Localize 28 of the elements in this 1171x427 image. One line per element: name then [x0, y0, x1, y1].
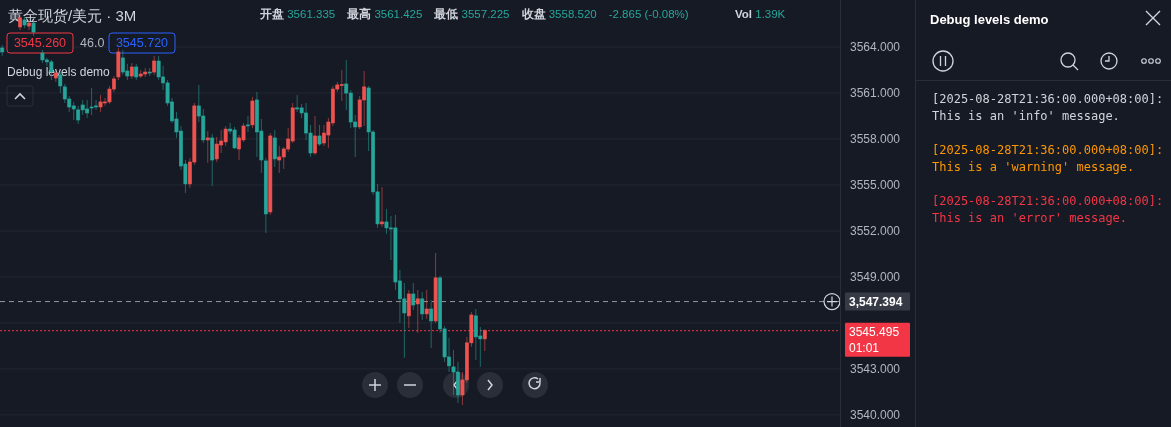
- text: [2025-08-28T21:36:00.000+08:00]:: [932, 92, 1164, 106]
- ref-line-label: 3,547.394: [849, 294, 903, 309]
- y-tick-label: 3540.000: [849, 407, 901, 422]
- text: This is an 'error' message.: [932, 211, 1128, 225]
- annotation: 46.0: [80, 36, 105, 50]
- ref-line-label: 3545.495 01:01: [849, 324, 900, 355]
- annotation: Vol 1.39K: [735, 8, 786, 20]
- text: Debug levels demo: [930, 12, 1049, 27]
- candlestick: [295, 94, 300, 113]
- annotation: 3545.260: [13, 36, 67, 50]
- y-tick-label: 3549.000: [849, 269, 901, 284]
- y-tick-label: 3543.000: [849, 361, 901, 376]
- annotation: 最低 3557.225: [433, 8, 510, 20]
- text: This is a 'warning' message.: [932, 160, 1135, 174]
- text: [2025-08-28T21:36:00.000+08:00]:: [932, 143, 1164, 157]
- text: This is an 'info' message.: [932, 109, 1120, 123]
- annotation: 收盘 3558.520: [521, 7, 597, 21]
- candlestick: [246, 115, 250, 133]
- annotation: 最高 3561.425: [346, 7, 423, 20]
- annotation: 开盘 3561.335: [259, 7, 336, 20]
- y-tick-label: 3558.000: [849, 132, 901, 147]
- y-tick-label: 3564.000: [849, 40, 901, 55]
- y-tick-label: 3555.000: [849, 177, 901, 192]
- y-tick-label: 3552.000: [849, 223, 901, 238]
- y-tick-label: 3561.000: [849, 86, 901, 101]
- text: [2025-08-28T21:36:00.000+08:00]:: [932, 194, 1164, 208]
- annotation: 3545.720: [115, 36, 169, 50]
- annotation: -2.865 (-0.08%): [608, 8, 689, 20]
